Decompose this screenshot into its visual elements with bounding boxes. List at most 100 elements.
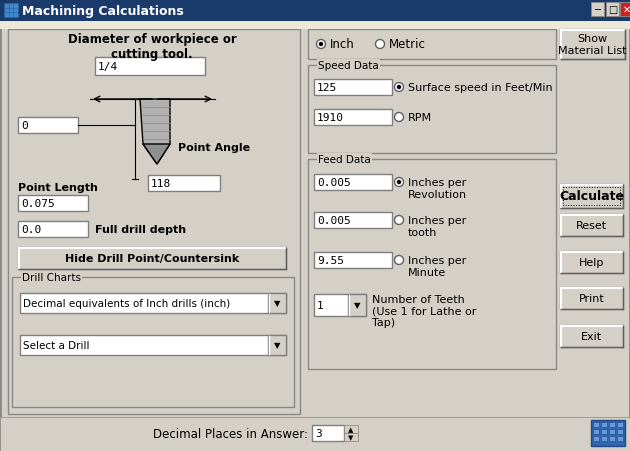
Text: Machining Calculations: Machining Calculations (22, 5, 184, 18)
Bar (0, 22, 630, 30)
Bar (560, 30, 625, 60)
Text: ✕: ✕ (622, 5, 630, 15)
Bar (617, 429, 623, 434)
Bar (560, 287, 623, 309)
Circle shape (397, 86, 401, 90)
Bar (601, 422, 607, 427)
Bar (593, 429, 599, 434)
Circle shape (394, 178, 403, 187)
Bar (609, 436, 615, 441)
Bar (20, 335, 286, 355)
Bar (591, 3, 604, 17)
Polygon shape (140, 100, 170, 165)
Text: Help: Help (579, 258, 604, 267)
Bar (617, 436, 623, 441)
Text: Drill Charts: Drill Charts (22, 272, 81, 282)
Bar (314, 80, 392, 96)
Text: Decimal equivalents of Inch drills (inch): Decimal equivalents of Inch drills (inch… (23, 299, 230, 308)
Text: 125: 125 (317, 83, 337, 93)
Bar (18, 221, 88, 238)
Text: Inch: Inch (330, 38, 355, 51)
Circle shape (319, 43, 323, 47)
Text: Hide Drill Point/Countersink: Hide Drill Point/Countersink (65, 253, 239, 263)
Bar (0, 417, 630, 451)
Bar (593, 422, 599, 427)
Bar (0, 0, 630, 22)
Text: RPM: RPM (408, 113, 432, 123)
Text: Print: Print (578, 293, 604, 304)
Text: Calculate: Calculate (559, 190, 624, 203)
Text: Show
Material List: Show Material List (558, 34, 627, 55)
Text: Decimal Places in Answer:: Decimal Places in Answer: (153, 428, 308, 441)
Bar (308, 66, 556, 154)
Bar (268, 335, 286, 355)
Text: ▼: ▼ (274, 341, 280, 350)
Text: ▼: ▼ (274, 299, 280, 308)
Bar (606, 3, 619, 17)
Bar (601, 429, 607, 434)
Circle shape (394, 83, 403, 92)
Text: 0: 0 (21, 121, 28, 131)
Text: Reset: Reset (576, 221, 607, 230)
Text: 0.0: 0.0 (21, 225, 41, 235)
Bar (12, 277, 294, 407)
Bar (148, 175, 220, 192)
Bar (620, 3, 630, 17)
Text: □: □ (608, 5, 617, 15)
Circle shape (375, 41, 384, 50)
Text: Speed Data: Speed Data (318, 61, 379, 71)
Text: 1910: 1910 (317, 113, 344, 123)
Bar (8, 30, 300, 414)
Bar (314, 253, 392, 268)
Text: 3: 3 (315, 428, 322, 438)
Text: 118: 118 (151, 179, 171, 189)
Text: Number of Teeth
(Use 1 for Lathe or
Tap): Number of Teeth (Use 1 for Lathe or Tap) (372, 295, 476, 327)
Bar (348, 295, 366, 316)
Bar (308, 160, 556, 369)
Text: Exit: Exit (581, 331, 602, 341)
Text: Point Angle: Point Angle (178, 143, 250, 152)
Bar (95, 58, 205, 76)
Bar (344, 433, 358, 441)
Circle shape (394, 216, 403, 225)
Text: Diameter of workpiece or
cutting tool.: Diameter of workpiece or cutting tool. (67, 33, 236, 61)
Bar (268, 293, 286, 313)
Bar (617, 422, 623, 427)
Text: 9.55: 9.55 (317, 255, 344, 265)
Bar (560, 184, 623, 208)
Bar (314, 295, 366, 316)
Text: Select a Drill: Select a Drill (23, 340, 89, 350)
Text: 0.075: 0.075 (21, 198, 55, 208)
Text: 1: 1 (317, 300, 324, 310)
Bar (18, 118, 78, 133)
Bar (312, 425, 344, 441)
Polygon shape (143, 145, 170, 165)
Bar (593, 436, 599, 441)
Text: ▼: ▼ (354, 301, 360, 310)
Circle shape (394, 113, 403, 122)
Text: 1/4: 1/4 (98, 62, 118, 72)
Circle shape (316, 41, 326, 50)
Bar (609, 422, 615, 427)
Text: 0.005: 0.005 (317, 216, 351, 226)
Text: Inches per
Minute: Inches per Minute (408, 255, 466, 277)
Bar (18, 248, 286, 269)
Bar (609, 429, 615, 434)
Text: Inches per
tooth: Inches per tooth (408, 216, 466, 237)
Text: ▲: ▲ (348, 426, 353, 432)
Bar (18, 196, 88, 212)
Bar (591, 420, 625, 446)
Bar (308, 30, 556, 60)
Text: Inches per
Revolution: Inches per Revolution (408, 178, 467, 199)
Bar (601, 436, 607, 441)
Circle shape (397, 180, 401, 185)
Text: 0.005: 0.005 (317, 178, 351, 188)
Bar (563, 188, 620, 206)
Bar (560, 325, 623, 347)
Text: Feed Data: Feed Data (318, 155, 370, 165)
Bar (560, 252, 623, 273)
Text: Full drill depth: Full drill depth (95, 225, 186, 235)
Bar (20, 293, 286, 313)
Bar (314, 110, 392, 126)
Text: Metric: Metric (389, 38, 426, 51)
